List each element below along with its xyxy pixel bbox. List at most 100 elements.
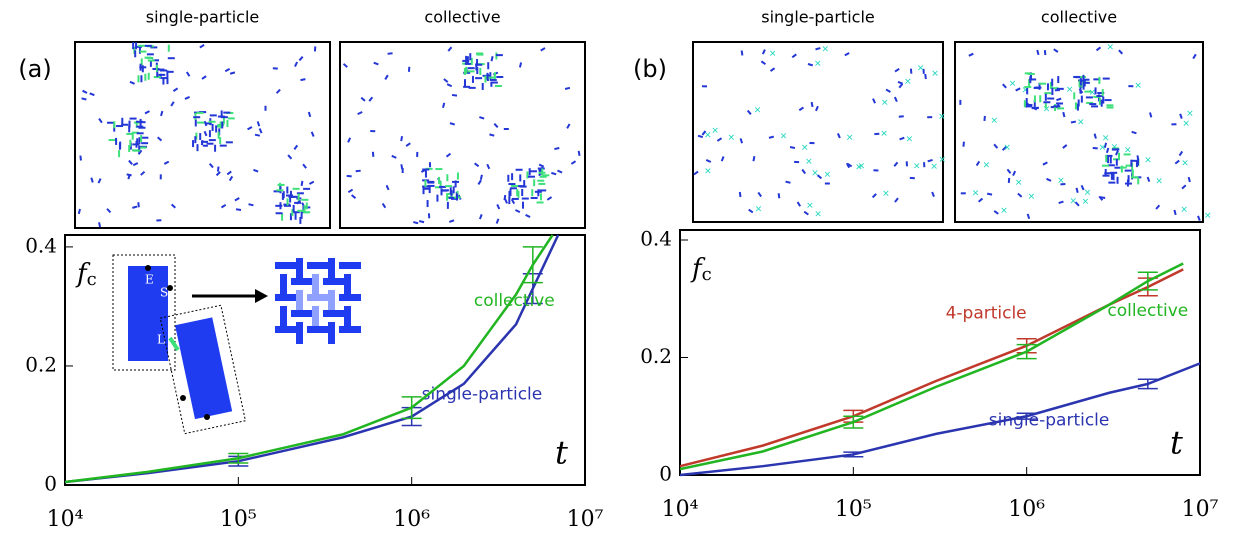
cluster-particle [211, 123, 214, 131]
cluster-particle [1120, 165, 1123, 173]
particle [310, 131, 315, 137]
cluster-particle [1107, 164, 1115, 167]
x-tick-label: 10⁵ [220, 507, 257, 532]
particle [97, 178, 102, 184]
series-line [64, 234, 560, 484]
cluster-particle [495, 54, 503, 57]
particle [199, 44, 205, 49]
cluster-particle [427, 181, 435, 184]
cluster-particle [208, 139, 216, 142]
particle [693, 170, 699, 176]
cluster-particle [200, 140, 208, 143]
particle: ✕ [882, 189, 890, 199]
cluster-particle [1108, 181, 1116, 184]
lattice-rod [275, 294, 297, 301]
particle [449, 122, 456, 126]
cluster-particle [422, 187, 425, 195]
cluster-particle [456, 172, 459, 180]
cluster-particle [1131, 159, 1139, 162]
particle [1103, 142, 1108, 148]
particle: ✕ [1022, 86, 1030, 96]
particle [201, 75, 207, 80]
cluster-particle [486, 72, 489, 80]
particle: ✕ [904, 77, 912, 87]
error-bar [1016, 343, 1037, 360]
cluster-particle [1116, 176, 1119, 184]
cluster-particle [273, 190, 281, 193]
particle [489, 133, 495, 137]
cluster-particle [118, 142, 121, 150]
cluster-particle [1038, 82, 1041, 90]
particle [761, 49, 766, 55]
x-tick-label: 10⁷ [1182, 497, 1219, 522]
cluster-particle [197, 121, 205, 124]
cluster-particle [1127, 175, 1130, 183]
series-label: collective [474, 291, 555, 311]
cluster-particle [467, 70, 475, 73]
cluster-particle [209, 114, 217, 117]
cluster-particle [134, 45, 142, 48]
lattice-rod [307, 294, 329, 301]
cluster-particle [1031, 107, 1039, 110]
cluster-particle [537, 179, 545, 182]
error-bar [843, 451, 864, 458]
cluster-particle [1043, 101, 1051, 104]
cluster-particle [542, 174, 550, 177]
particle [235, 208, 242, 211]
particle [1118, 49, 1124, 55]
particle [993, 143, 999, 149]
cluster-particle [1102, 96, 1105, 104]
particle [106, 208, 112, 214]
panel-label: (a) [18, 55, 51, 83]
cluster-particle [166, 70, 174, 73]
particle [769, 67, 776, 72]
particle [927, 158, 933, 163]
particle [253, 168, 259, 173]
cluster-particle [149, 59, 152, 67]
particle: ✕ [858, 162, 866, 172]
lattice-rod [344, 306, 351, 328]
cluster-particle [138, 137, 141, 145]
cluster-particle [215, 125, 218, 133]
y-tick-label: 0 [44, 472, 57, 496]
particle [716, 137, 723, 142]
y-label-sub: c [702, 264, 712, 285]
cluster-particle [113, 121, 116, 129]
arrow-head [255, 289, 268, 303]
particle [226, 170, 232, 176]
cluster-particle [523, 180, 526, 188]
lattice-rod [291, 278, 313, 285]
cluster-particle [454, 180, 457, 188]
snapshot-frame [74, 41, 331, 229]
particle [720, 156, 725, 162]
cluster-particle [1124, 169, 1132, 172]
cluster-particle [516, 185, 524, 188]
cluster-particle [129, 117, 137, 120]
cluster-particle [286, 194, 294, 197]
cluster-particle [1047, 97, 1055, 100]
particle: ✕ [1084, 188, 1092, 198]
cluster-particle [1106, 106, 1114, 109]
cluster-particle [136, 125, 144, 128]
particle: ✕ [1066, 86, 1074, 96]
cluster-particle [1112, 148, 1120, 151]
cluster-particle [1131, 176, 1139, 179]
particle [1036, 49, 1040, 56]
cluster-particle [161, 77, 169, 80]
cluster-particle [1082, 74, 1085, 82]
particle [347, 137, 352, 143]
cluster-particle [1104, 172, 1112, 175]
series-label: single-particle [422, 385, 543, 405]
cluster-particle [1086, 101, 1094, 104]
cluster-particle [156, 69, 159, 77]
particle: ✕ [1009, 80, 1017, 90]
particle [993, 210, 999, 215]
cluster-particle [1083, 79, 1086, 87]
cluster-particle [301, 198, 309, 201]
particle: ✕ [1102, 134, 1110, 144]
cluster-particle [292, 187, 300, 190]
cluster-particle [476, 59, 479, 67]
cluster-particle [141, 65, 144, 73]
y-tick-label: 0.2 [25, 352, 57, 376]
cluster-particle [194, 136, 197, 144]
